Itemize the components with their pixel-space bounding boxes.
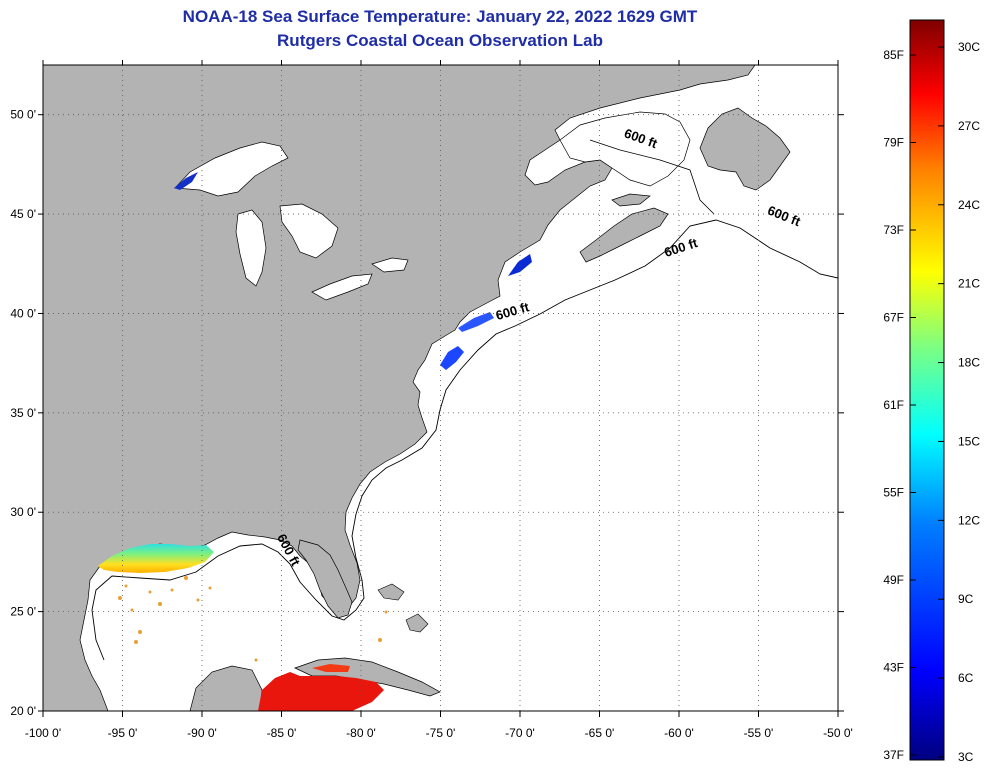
sst-caribbean-warm-2 <box>312 664 350 672</box>
colorbar-c-label: 6C <box>958 671 974 685</box>
isobath-600ft <box>91 219 838 661</box>
land-newfoundland <box>699 107 791 191</box>
colorbar-c-label: 18C <box>958 356 980 370</box>
x-tick-label: -85 0' <box>267 726 297 740</box>
longitude-axis: -100 0' -95 0' -90 0' -85 0' -80 0' -75 0' -70… <box>25 60 853 740</box>
colorbar-c-label: 21C <box>958 277 980 291</box>
colorbar-f-label: 49F <box>883 573 904 587</box>
colorbar-celsius-labels: 30C 27C 24C 21C 18C 15C 12C 9C 6C 3C <box>938 40 980 764</box>
land-florida <box>297 539 353 619</box>
y-tick-label: 30 0' <box>10 505 36 519</box>
y-tick-label: 50 0' <box>10 108 36 122</box>
colorbar-f-label: 43F <box>883 661 904 675</box>
colorbar-f-label: 61F <box>883 398 904 412</box>
sst-caribbean-warm <box>258 672 384 711</box>
land-pei <box>611 193 651 207</box>
colorbar <box>909 19 945 761</box>
colorbar-c-label: 24C <box>958 198 980 212</box>
sst-lake-superior-cold <box>174 172 198 190</box>
y-tick-label: 45 0' <box>10 207 36 221</box>
colorbar-c-label: 3C <box>958 750 974 764</box>
y-tick-label: 40 0' <box>10 306 36 320</box>
y-tick-label: 35 0' <box>10 406 36 420</box>
colorbar-c-label: 12C <box>958 513 980 527</box>
lake-ontario <box>371 257 409 273</box>
colorbar-f-label: 67F <box>883 311 904 325</box>
isobath-600ft-gsl <box>589 139 715 215</box>
x-tick-label: -65 0' <box>585 726 615 740</box>
title-line-1: NOAA-18 Sea Surface Temperature: January… <box>182 7 698 26</box>
colorbar-f-label: 55F <box>883 486 904 500</box>
x-tick-label: -100 0' <box>25 726 61 740</box>
land-bahamas <box>377 583 405 601</box>
sst-gulf-speckles <box>118 576 388 662</box>
colorbar-f-label: 37F <box>883 748 904 762</box>
colorbar-c-label: 15C <box>958 434 980 448</box>
x-tick-label: -50 0' <box>823 726 853 740</box>
title-line-2: Rutgers Coastal Ocean Observation Lab <box>277 31 603 50</box>
x-tick-label: -90 0' <box>187 726 217 740</box>
x-tick-label: -70 0' <box>505 726 535 740</box>
colorbar-f-label: 73F <box>883 223 904 237</box>
gulf-st-lawrence <box>559 111 691 187</box>
x-tick-label: -80 0' <box>346 726 376 740</box>
lake-michigan <box>235 209 267 287</box>
x-tick-label: -60 0' <box>664 726 694 740</box>
y-tick-label: 25 0' <box>10 605 36 619</box>
x-tick-label: -95 0' <box>108 726 138 740</box>
colorbar-f-label: 85F <box>883 48 904 62</box>
colorbar-fahrenheit-labels: 85F 79F 73F 67F 61F 55F 49F 43F 37F <box>883 48 916 762</box>
y-tick-label: 20 0' <box>10 704 36 718</box>
land-bahamas-2 <box>405 613 429 633</box>
sst-gulf-shelf <box>98 544 214 573</box>
x-tick-label: -55 0' <box>744 726 774 740</box>
lake-superior <box>174 141 289 197</box>
latitude-axis: 50 0' 45 0' 40 0' 35 0' 30 0' 25 0' 20 0' <box>10 108 844 718</box>
lake-huron <box>279 203 339 259</box>
colorbar-c-label: 30C <box>958 40 980 54</box>
land-nova-scotia <box>579 207 669 263</box>
lake-erie <box>311 273 373 301</box>
colorbar-c-label: 9C <box>958 592 974 606</box>
colorbar-c-label: 27C <box>958 119 980 133</box>
x-tick-label: -75 0' <box>426 726 456 740</box>
colorbar-f-label: 79F <box>883 136 904 150</box>
sst-long-island-cold <box>458 312 494 332</box>
sst-mid-atlantic-cold <box>440 346 464 370</box>
land-yucatan <box>189 665 263 711</box>
